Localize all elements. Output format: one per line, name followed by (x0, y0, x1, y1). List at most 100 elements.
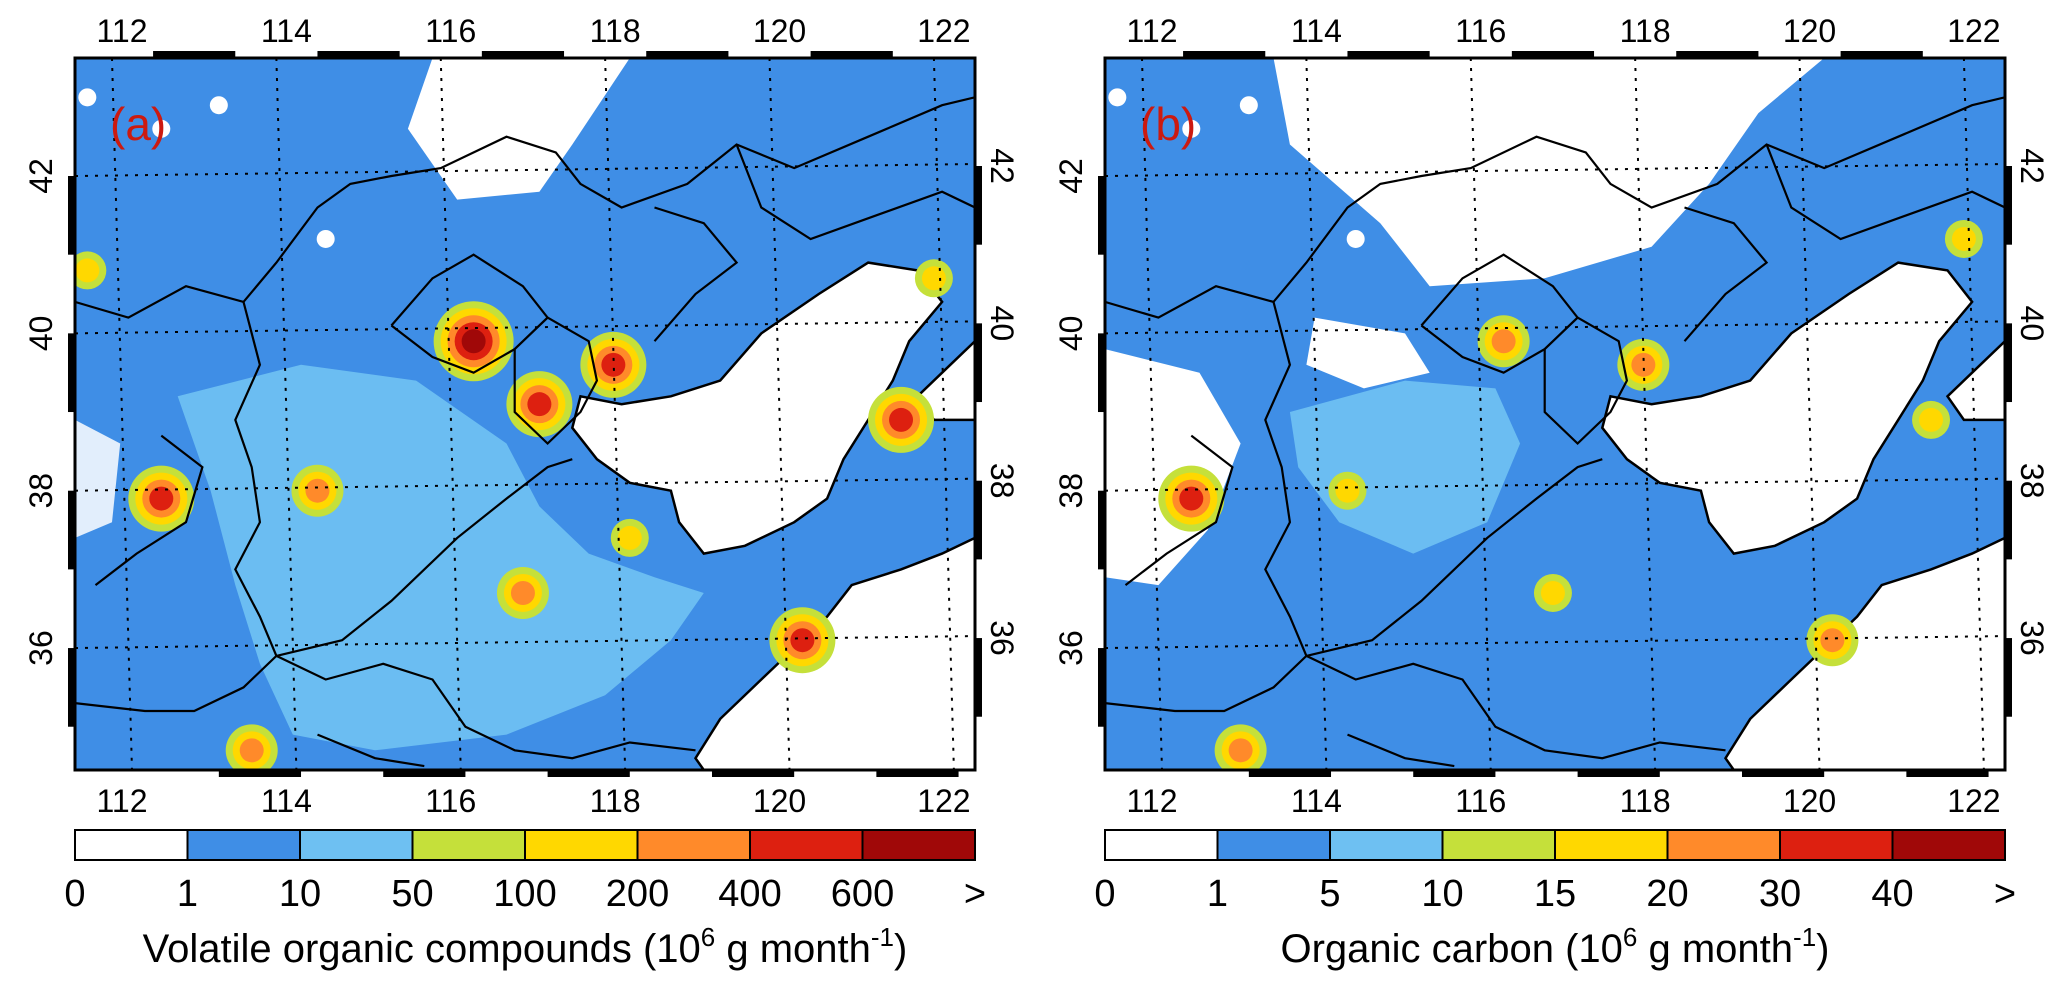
colorbar-label: 20 (1646, 873, 1688, 915)
province-border (1347, 733, 1455, 768)
panel-a: 112 112 114 114 116 116 118 118 120 120 122 122 36 36… (0, 0, 1030, 992)
colorbar-segment (749, 829, 864, 861)
sea-area (1600, 261, 1974, 555)
lon-tick-label-bottom: 118 (590, 783, 641, 819)
frame-bar-top (1676, 51, 1759, 58)
colorbar-label: 30 (1759, 873, 1801, 915)
field-low-north (1273, 58, 1825, 287)
graticule-lat (75, 320, 975, 335)
lon-tick-label-bottom: 116 (425, 783, 476, 819)
emission-field (75, 58, 975, 770)
graticule-lat (1105, 320, 2005, 335)
colorbar-title: Organic carbon (106 g month-1) (1281, 922, 1830, 971)
lon-tick-label-top: 116 (425, 13, 476, 49)
sea-area (1723, 536, 2005, 770)
lake (209, 96, 228, 115)
colorbar-label: 50 (391, 873, 433, 915)
frame-bar-bottom (1741, 770, 1825, 777)
sea-area (693, 536, 975, 770)
lat-tick-label-left: 42 (1053, 158, 1089, 194)
lat-tick-label-left: 38 (1053, 473, 1089, 509)
graticule-lat (1105, 163, 2005, 178)
frame-bar-right (975, 166, 982, 245)
lake (1346, 229, 1365, 248)
frame-bar-top (1840, 51, 1923, 58)
province-border (75, 301, 278, 713)
graticule-lat (75, 635, 975, 650)
lat-tick-label-right: 38 (984, 463, 1020, 499)
hotspot (1228, 738, 1253, 763)
province-border (1305, 654, 1726, 760)
colorbar-segment (186, 829, 301, 861)
emission-field (1105, 58, 2005, 770)
lat-tick-label-right: 36 (984, 620, 1020, 656)
graticule-lat (1105, 477, 2005, 492)
lake (152, 119, 171, 138)
frame-bar-top (317, 51, 400, 58)
lon-tick-label-top: 114 (261, 13, 312, 49)
lon-tick-label-bottom: 118 (1620, 783, 1671, 819)
colorbar-segment (1216, 829, 1331, 861)
frame-bar-right (2005, 638, 2012, 717)
colorbar-segment (1666, 829, 1781, 861)
lon-tick-label-bottom: 116 (1455, 783, 1506, 819)
colorbar-label: 40 (1871, 873, 1913, 915)
hotspot (889, 407, 914, 432)
hotspot (149, 486, 174, 511)
lake (1239, 96, 1258, 115)
field-low-west2 (1306, 317, 1430, 389)
hotspot (1540, 580, 1565, 605)
field-low-north (407, 58, 630, 200)
field-mid (1289, 380, 1521, 554)
hotspot (1919, 407, 1944, 432)
colorbar-label: 15 (1534, 873, 1576, 915)
colorbar-label: 100 (493, 873, 556, 915)
frame-bar-left (68, 648, 75, 727)
graticule-lat (1105, 635, 2005, 650)
lon-tick-label-bottom: 112 (1126, 783, 1177, 819)
hotspot (1179, 486, 1204, 511)
colorbar-label: 1 (177, 873, 198, 915)
colorbar-segment (411, 829, 526, 861)
hotspot (617, 525, 642, 550)
lat-tick-label-right: 42 (984, 148, 1020, 184)
province-border (275, 654, 696, 760)
colorbar-label: 10 (279, 873, 321, 915)
frame-bar-top (153, 51, 236, 58)
lake (78, 88, 97, 107)
frame-bar-bottom (1413, 770, 1496, 777)
colorbar-label: 1 (1207, 873, 1228, 915)
colorbar-label: 5 (1319, 873, 1340, 915)
field-mid (177, 364, 704, 751)
hotspot (527, 392, 552, 417)
graticule-lat (75, 163, 975, 178)
lat-tick-label-right: 40 (984, 306, 1020, 342)
province-border (1683, 206, 1769, 342)
lat-tick-label-left: 36 (1053, 630, 1089, 666)
lon-tick-label-top: 120 (753, 13, 806, 49)
hotspot (1335, 478, 1360, 503)
province-border (1306, 458, 1603, 657)
lat-tick-label-right: 42 (2014, 148, 2050, 184)
colorbar-segment (636, 829, 751, 861)
colorbar-label: > (1994, 873, 2016, 915)
frame-bar-left (68, 490, 75, 570)
frame-bar-left (1098, 648, 1105, 727)
frame-bar-bottom (876, 770, 959, 777)
lon-tick-label-top: 118 (1620, 13, 1671, 49)
frame-bar-bottom (218, 770, 302, 777)
province-border (94, 434, 204, 586)
lat-tick-label-left: 42 (23, 158, 59, 194)
frame-bar-bottom (547, 770, 630, 777)
colorbar-label: > (964, 873, 986, 915)
field-low-west (75, 419, 121, 538)
hotspot (601, 352, 626, 377)
lon-tick-label-bottom: 112 (96, 783, 147, 819)
frame-bar-right (2005, 480, 2012, 560)
frame-bar-left (1098, 176, 1105, 255)
colorbar-label: 600 (831, 873, 894, 915)
colorbar-label: 400 (718, 873, 781, 915)
province-border (513, 316, 599, 446)
hotspot (1491, 329, 1516, 354)
colorbar-segment (1554, 829, 1669, 861)
